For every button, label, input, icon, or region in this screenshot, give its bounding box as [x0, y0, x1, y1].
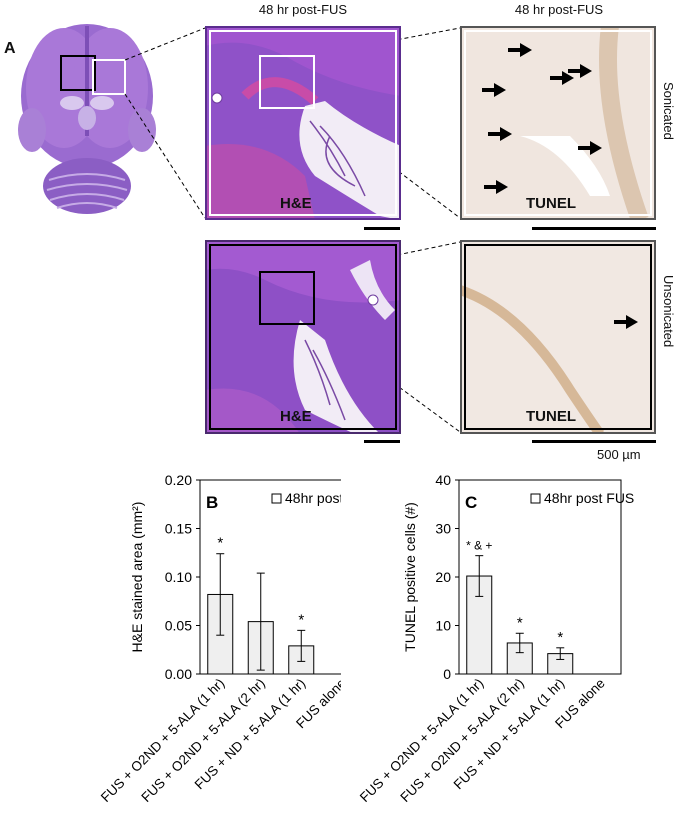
y-tick-label: 40	[435, 472, 451, 488]
chart-panel-c: C 0 10 20 30 40 TUNEL positive cells (#) 48hr p…	[357, 472, 634, 805]
panel-a-letter: A	[4, 40, 16, 57]
significance-marker: *	[557, 629, 563, 646]
y-tick-label: 0	[443, 666, 451, 682]
tunel-sonicated-image	[460, 26, 656, 220]
arrow-icon	[614, 315, 638, 329]
y-tick-label: 10	[435, 618, 451, 634]
scale-bar-tunel-unsonicated	[532, 440, 656, 443]
legend-label: 48hr post FUS	[285, 490, 341, 506]
y-axis-label: H&E stained area (mm²)	[129, 502, 145, 653]
row-label-sonicated: Sonicated	[661, 82, 676, 140]
he-sonicated-image	[205, 26, 401, 220]
chart-panel-b: B 0.00 0.05 0.10 0.15 0.20 H&E stained area (m…	[98, 472, 341, 805]
significance-marker: * & +	[466, 539, 492, 553]
he-unsonicated-image	[205, 240, 401, 434]
scale-bar-tunel-sonicated	[532, 227, 656, 230]
column-title-he: 48 hr post-FUS	[258, 2, 348, 17]
y-tick-label: 0.00	[165, 666, 192, 682]
legend-swatch	[271, 493, 282, 504]
significance-marker: *	[217, 535, 223, 552]
y-tick-label: 0.15	[165, 521, 192, 537]
panel-letter: C	[465, 493, 477, 512]
y-tick-label: 20	[435, 569, 451, 585]
tunel-unsonicated-image	[460, 240, 656, 434]
scale-bar-label: 500 µm	[597, 447, 641, 462]
y-tick-label: 30	[435, 521, 451, 537]
y-axis-label: TUNEL positive cells (#)	[402, 502, 418, 652]
significance-marker: *	[517, 614, 523, 631]
whole-brain-section-image	[18, 24, 156, 214]
arrow-icons	[482, 43, 602, 194]
row-label-unsonicated: Unsonicated	[661, 275, 676, 348]
he-unsonicated-label: H&E	[280, 408, 312, 425]
y-tick-label: 0.10	[165, 569, 192, 585]
legend-label: 48hr post FUS	[544, 490, 634, 506]
scale-bar-he-sonicated	[364, 227, 400, 230]
panel-letter: B	[206, 493, 218, 512]
significance-marker: *	[298, 611, 304, 628]
y-tick-label: 0.20	[165, 472, 192, 488]
y-tick-label: 0.05	[165, 618, 192, 634]
he-sonicated-label: H&E	[280, 195, 312, 212]
column-title-tunel: 48 hr post-FUS	[514, 2, 604, 17]
scale-bar-he-unsonicated	[364, 440, 400, 443]
tunel-unsonicated-label: TUNEL	[526, 408, 576, 425]
tunel-sonicated-label: TUNEL	[526, 195, 576, 212]
legend-swatch	[530, 493, 541, 504]
